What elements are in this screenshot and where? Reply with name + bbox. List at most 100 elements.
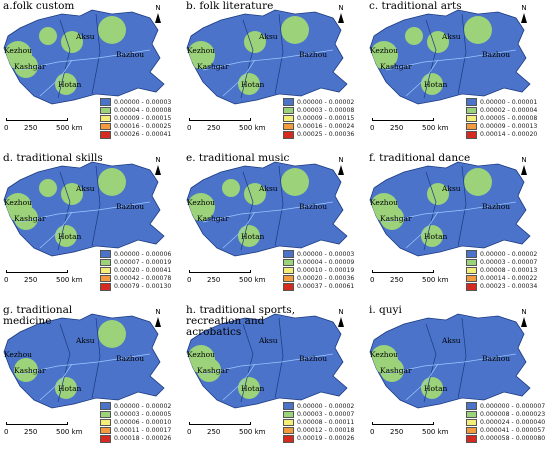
boundary-line <box>91 165 101 247</box>
kernel-density-map <box>369 313 531 409</box>
legend: 0.000000 - 0.000007 0.000008 - 0.000023 0.… <box>466 402 545 443</box>
boundary-line <box>222 59 256 97</box>
city-label-kezhou: Kezhou <box>187 198 215 207</box>
legend-swatch <box>100 426 111 435</box>
legend-swatch <box>466 418 477 427</box>
kernel-density-map <box>186 9 348 105</box>
legend-item: 0.00014 - 0.00022 <box>466 274 537 283</box>
boundary-line <box>274 317 284 399</box>
density-hotspot <box>39 27 57 45</box>
legend-swatch <box>283 274 294 283</box>
legend-swatch <box>466 258 477 267</box>
city-label-hotan: Hotan <box>424 80 448 89</box>
legend-item: 0.00012 - 0.00018 <box>283 426 354 435</box>
boundary-line <box>202 201 334 223</box>
legend: 0.00000 - 0.00002 0.00003 - 0.00007 0.0000… <box>283 402 354 443</box>
city-label-kashgar: Kashgar <box>14 366 46 375</box>
boundary-line <box>202 49 334 71</box>
kernel-density-map <box>369 9 531 105</box>
map-panel: c. traditional arts Kezhou Kashgar Aksu Hota… <box>366 0 549 151</box>
legend-label: 0.00042 - 0.00078 <box>114 275 172 283</box>
legend-label: 0.00003 - 0.00007 <box>480 258 538 266</box>
legend-label: 0.00004 - 0.00008 <box>114 106 172 114</box>
city-label-kezhou: Kezhou <box>370 46 398 55</box>
legend-label: 0.00009 - 0.00015 <box>297 114 355 122</box>
legend: 0.00000 - 0.00002 0.00003 - 0.00008 0.0000… <box>283 98 354 139</box>
legend-swatch <box>283 402 294 410</box>
legend-item: 0.00011 - 0.00017 <box>100 426 172 435</box>
boundary-line <box>91 13 101 95</box>
boundary-line <box>91 317 101 399</box>
legend-label: 0.00000 - 0.00002 <box>114 402 172 410</box>
city-label-bazhou: Bazhou <box>482 202 511 211</box>
region-outline <box>369 313 531 409</box>
legend-item: 0.00000 - 0.00002 <box>283 98 354 106</box>
density-hotspot <box>98 320 126 348</box>
legend-label: 0.00025 - 0.00036 <box>297 131 355 139</box>
legend-swatch <box>466 98 477 106</box>
density-hotspot <box>55 377 77 399</box>
legend-item: 0.00016 - 0.00025 <box>100 122 171 131</box>
north-arrow: N <box>518 308 530 327</box>
city-label-kashgar: Kashgar <box>197 62 229 71</box>
density-hotspot <box>187 193 215 221</box>
legend: 0.00000 - 0.00001 0.00002 - 0.00004 0.0000… <box>466 98 537 139</box>
legend-label: 0.00000 - 0.00006 <box>114 250 172 258</box>
legend-label: 0.00009 - 0.00015 <box>114 114 172 122</box>
boundary-line <box>222 363 256 401</box>
boundary-line <box>274 165 284 247</box>
boundary-line <box>240 323 254 403</box>
city-label-kezhou: Kezhou <box>4 350 32 359</box>
legend-label: 0.00008 - 0.00011 <box>297 418 355 426</box>
legend-swatch <box>283 122 294 131</box>
boundary-line <box>19 49 151 71</box>
boundary-line <box>423 19 437 99</box>
legend-item: 0.00016 - 0.00024 <box>283 122 355 131</box>
legend-swatch <box>283 106 294 115</box>
legend-swatch <box>100 283 111 291</box>
density-hotspot <box>238 377 260 399</box>
legend-swatch <box>100 250 111 258</box>
panel-title: g. traditional medicine <box>3 304 73 327</box>
legend-swatch <box>100 274 111 283</box>
legend: 0.00000 - 0.00006 0.00007 - 0.00019 0.0002… <box>100 250 171 291</box>
map-panel: d. traditional skills Kezhou Kashgar Aksu Ho… <box>0 152 183 303</box>
legend-label: 0.00016 - 0.00024 <box>297 123 355 131</box>
city-label-hotan: Hotan <box>58 232 82 241</box>
boundary-line <box>57 323 71 403</box>
boundary-line <box>57 19 71 99</box>
city-label-kezhou: Kezhou <box>187 46 215 55</box>
north-arrow: N <box>335 156 347 175</box>
north-arrow: N <box>335 308 347 327</box>
boundary-line <box>457 165 467 247</box>
legend: 0.00000 - 0.00003 0.00004 - 0.00009 0.0001… <box>283 250 354 291</box>
kernel-density-map <box>186 313 348 409</box>
legend-swatch <box>100 402 111 410</box>
city-label-bazhou: Bazhou <box>482 50 511 59</box>
legend-label: 0.00002 - 0.00004 <box>480 106 538 114</box>
legend-item: 0.00023 - 0.00034 <box>466 283 537 291</box>
density-hotspot <box>380 358 404 382</box>
density-hotspot <box>244 183 266 205</box>
density-hotspot <box>197 358 221 382</box>
density-hotspot <box>61 183 83 205</box>
legend-swatch <box>283 426 294 435</box>
legend-label: 0.00011 - 0.00017 <box>114 427 172 435</box>
legend-swatch <box>283 98 294 106</box>
city-label-hotan: Hotan <box>58 80 82 89</box>
legend-item: 0.000041 - 0.000057 <box>466 426 545 435</box>
legend-item: 0.00020 - 0.00036 <box>283 274 354 283</box>
map-panel: h. traditional sports, recreation and ac… <box>183 304 366 455</box>
legend-swatch <box>283 283 294 291</box>
city-label-bazhou: Bazhou <box>482 354 511 363</box>
city-label-aksu: Aksu <box>76 32 95 41</box>
legend-swatch <box>100 98 111 106</box>
panel-title: a.folk custom <box>3 0 75 12</box>
legend-label: 0.00019 - 0.00026 <box>297 435 355 443</box>
north-arrow: N <box>152 4 164 23</box>
legend-item: 0.00014 - 0.00020 <box>466 131 537 139</box>
legend-swatch <box>283 258 294 267</box>
legend-item: 0.00018 - 0.00026 <box>100 435 171 443</box>
boundary-line <box>405 363 439 401</box>
legend-swatch <box>466 402 477 410</box>
